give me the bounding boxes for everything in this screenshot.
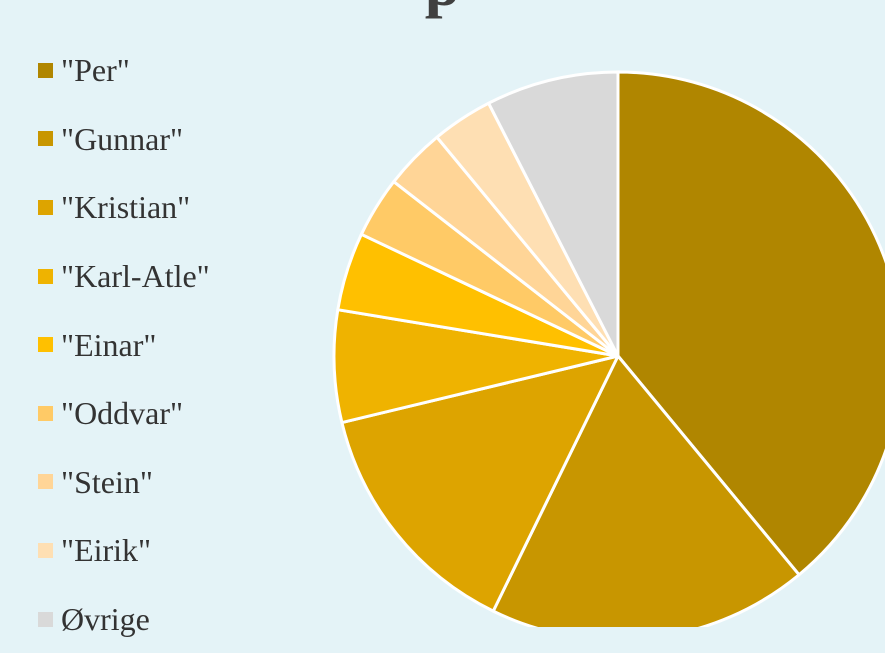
- legend-item: "Eirik": [38, 516, 210, 585]
- legend-item: "Oddvar": [38, 379, 210, 448]
- legend-label: "Eirik": [61, 532, 152, 569]
- legend-item: "Per": [38, 36, 210, 105]
- legend-swatch: [38, 474, 53, 490]
- legend-label: "Per": [61, 52, 130, 89]
- legend-swatch: [38, 131, 53, 147]
- legend-item: "Karl-Atle": [38, 242, 210, 311]
- legend-swatch: [38, 199, 53, 215]
- legend-label: "Karl-Atle": [61, 258, 210, 295]
- legend-swatch: [38, 542, 53, 558]
- legend-item: "Stein": [38, 448, 210, 517]
- legend-swatch: [38, 268, 53, 284]
- pie-slice: [340, 354, 620, 613]
- pie-slice: [332, 308, 620, 425]
- legend-item: "Kristian": [38, 173, 210, 242]
- legend-swatch: [38, 62, 53, 78]
- legend-label: "Einar": [61, 326, 157, 363]
- legend-swatch: [38, 337, 53, 353]
- legend-label: "Gunnar": [61, 120, 184, 157]
- legend-label: "Stein": [61, 463, 153, 500]
- pie-chart: [332, 70, 885, 627]
- pie-slice: [487, 70, 620, 358]
- legend-item: "Einar": [38, 310, 210, 379]
- legend-item: "Gunnar": [38, 105, 210, 174]
- chart-title: p: [0, 0, 885, 16]
- legend-swatch: [38, 405, 53, 421]
- legend-label: "Kristian": [61, 189, 191, 226]
- pie-slice: [491, 354, 801, 627]
- chart-legend: "Per" "Gunnar" "Kristian" "Karl-Atle" "Einar…: [38, 36, 210, 653]
- legend-label: "Oddvar": [61, 395, 184, 432]
- pie-slice: [616, 70, 885, 577]
- legend-swatch: [38, 611, 53, 627]
